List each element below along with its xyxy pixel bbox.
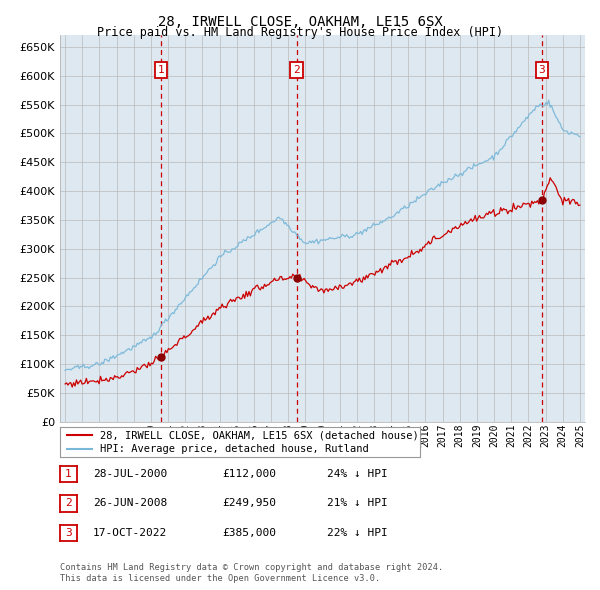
Text: 21% ↓ HPI: 21% ↓ HPI bbox=[327, 499, 388, 508]
Text: 28, IRWELL CLOSE, OAKHAM, LE15 6SX (detached house): 28, IRWELL CLOSE, OAKHAM, LE15 6SX (deta… bbox=[100, 430, 418, 440]
Text: 17-OCT-2022: 17-OCT-2022 bbox=[93, 528, 167, 537]
Text: 24% ↓ HPI: 24% ↓ HPI bbox=[327, 469, 388, 478]
Text: Contains HM Land Registry data © Crown copyright and database right 2024.: Contains HM Land Registry data © Crown c… bbox=[60, 563, 443, 572]
Text: Price paid vs. HM Land Registry's House Price Index (HPI): Price paid vs. HM Land Registry's House … bbox=[97, 26, 503, 39]
Text: £249,950: £249,950 bbox=[222, 499, 276, 508]
Text: This data is licensed under the Open Government Licence v3.0.: This data is licensed under the Open Gov… bbox=[60, 574, 380, 583]
Text: 22% ↓ HPI: 22% ↓ HPI bbox=[327, 528, 388, 537]
Text: 2: 2 bbox=[293, 65, 300, 75]
Text: 1: 1 bbox=[65, 469, 72, 478]
Text: 28, IRWELL CLOSE, OAKHAM, LE15 6SX: 28, IRWELL CLOSE, OAKHAM, LE15 6SX bbox=[158, 15, 442, 29]
Text: 2: 2 bbox=[65, 499, 72, 508]
Text: £385,000: £385,000 bbox=[222, 528, 276, 537]
Text: HPI: Average price, detached house, Rutland: HPI: Average price, detached house, Rutl… bbox=[100, 444, 368, 454]
Text: £112,000: £112,000 bbox=[222, 469, 276, 478]
Text: 3: 3 bbox=[539, 65, 545, 75]
Text: 1: 1 bbox=[157, 65, 164, 75]
Text: 26-JUN-2008: 26-JUN-2008 bbox=[93, 499, 167, 508]
Text: 3: 3 bbox=[65, 528, 72, 537]
Text: 28-JUL-2000: 28-JUL-2000 bbox=[93, 469, 167, 478]
